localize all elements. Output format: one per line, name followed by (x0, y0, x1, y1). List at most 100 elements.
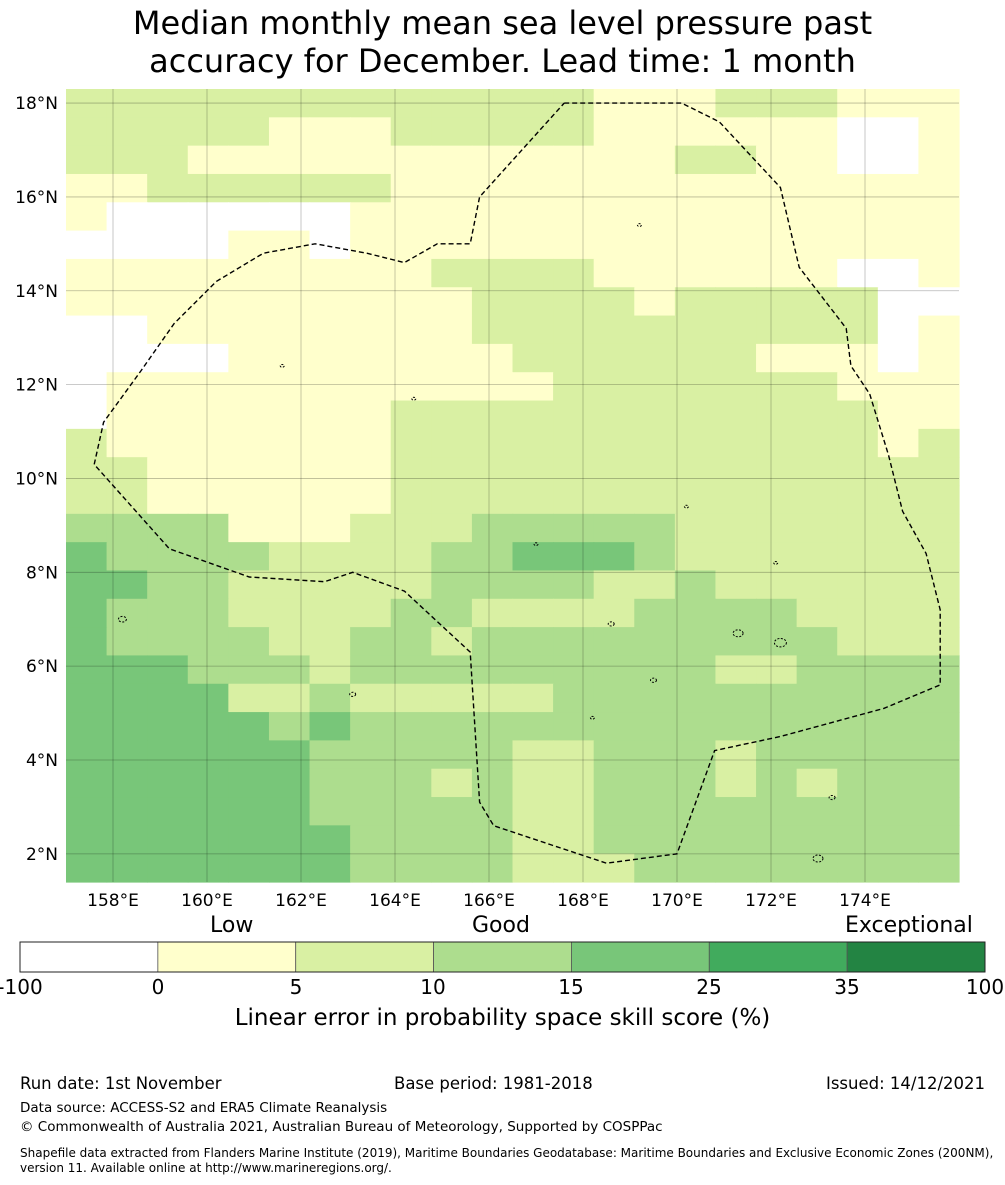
grid-cell (553, 740, 595, 770)
grid-cell (106, 258, 148, 288)
grid-cell (837, 145, 879, 175)
grid-cell (390, 825, 432, 855)
grid-cell (268, 853, 311, 883)
island-outline (349, 691, 357, 697)
grid-cell (593, 712, 635, 741)
grid-cell (268, 145, 311, 175)
grid-cell (106, 825, 148, 855)
island-outline (773, 561, 779, 565)
grid-cell (390, 202, 432, 232)
grid-cell (228, 542, 270, 572)
grid-cell (431, 230, 473, 260)
grid-cell (634, 797, 676, 826)
grid-cell (309, 457, 351, 487)
grid-cell (593, 853, 635, 883)
grid-cell (512, 145, 554, 175)
grid-cell (187, 400, 229, 430)
grid-cell (877, 712, 920, 741)
grid-cell (471, 230, 514, 260)
island-outline (683, 504, 689, 509)
grid-cell (756, 740, 798, 770)
grid-cell (796, 372, 838, 402)
grid-cell (877, 797, 920, 826)
grid-cell (66, 627, 108, 657)
grid-cell (228, 712, 270, 741)
grid-cell (918, 343, 960, 373)
grid-cell (593, 825, 635, 855)
grid-cell (512, 513, 554, 543)
grid-cell (66, 570, 108, 600)
grid-cell (471, 145, 514, 175)
grid-cell (147, 655, 189, 685)
grid-cell (228, 315, 270, 345)
grid-cell (593, 740, 635, 770)
grid-cell (228, 230, 270, 260)
grid-cell (66, 428, 108, 458)
grid-cell (350, 428, 392, 458)
grid-cell (634, 202, 676, 232)
colorbar-category-exceptional: Exceptional (845, 913, 973, 938)
grid-cell (512, 230, 554, 260)
grid-cell (553, 145, 595, 175)
grid-cell (268, 173, 311, 203)
grid-cell (918, 712, 960, 741)
grid-cell (837, 485, 879, 515)
grid-cell (837, 712, 879, 741)
grid-cell (796, 258, 838, 288)
grid-cell (756, 315, 798, 345)
grid-cell (228, 428, 270, 458)
grid-cell (553, 287, 595, 317)
grid-cell (350, 797, 392, 826)
grid-cell (877, 655, 920, 685)
lat-tick-label: 2°N (26, 845, 58, 865)
grid-cell (837, 740, 879, 770)
grid-cell (593, 400, 635, 430)
grid-cell (796, 117, 838, 147)
grid-cell (66, 287, 108, 317)
grid-cell (147, 825, 189, 855)
grid-cell (431, 768, 473, 798)
grid-cell (350, 230, 392, 260)
grid-cell (106, 400, 148, 430)
grid-cell (553, 428, 595, 458)
grid-cell (350, 145, 392, 175)
grid-cell (350, 173, 392, 203)
grid-cell (309, 145, 351, 175)
grid-cell (390, 853, 432, 883)
grid-cell (634, 258, 676, 288)
grid-cell (268, 202, 311, 232)
grid-cell (268, 457, 311, 487)
grid-cell (350, 655, 392, 685)
grid-cell (309, 258, 351, 288)
grid-cell (593, 542, 635, 572)
grid-cell (756, 89, 798, 118)
grid-cell (268, 315, 311, 345)
grid-cell (431, 315, 473, 345)
grid-cell (106, 457, 148, 487)
grid-cell (715, 655, 757, 685)
grid-cell (228, 598, 270, 628)
grid-cell (674, 570, 717, 600)
grid-cell (593, 485, 635, 515)
grid-cell (796, 287, 838, 317)
grid-cell (66, 542, 108, 572)
grid-cell (187, 315, 229, 345)
grid-cell (471, 627, 514, 657)
grid-cell (66, 485, 108, 515)
grid-cell (309, 485, 351, 515)
lon-tick-label: 174°E (839, 891, 891, 911)
grid-cell (350, 768, 392, 798)
grid-cell (553, 343, 595, 373)
grid-cell (390, 598, 432, 628)
grid-cell (756, 145, 798, 175)
grid-cell (796, 542, 838, 572)
grid-cell (674, 173, 717, 203)
grid-cell (309, 315, 351, 345)
grid-cell (674, 655, 717, 685)
grid-cell (309, 740, 351, 770)
grid-cell (471, 287, 514, 317)
grid-cell (106, 485, 148, 515)
grid-cell (350, 683, 392, 713)
grid-cell (553, 230, 595, 260)
grid-cell (187, 173, 229, 203)
